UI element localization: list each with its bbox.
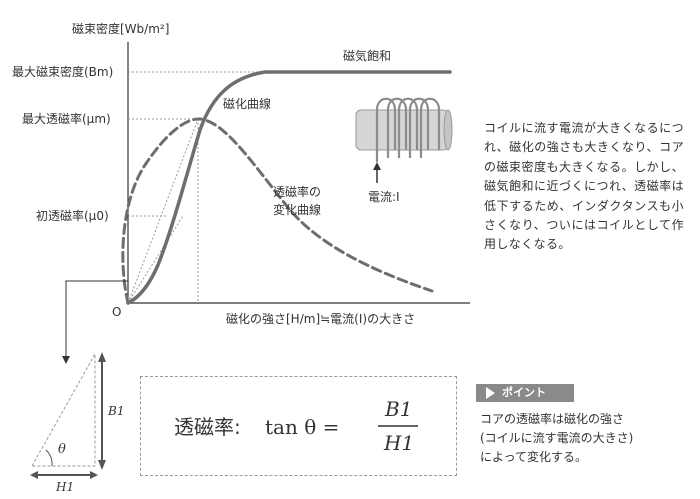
axes <box>127 42 470 304</box>
marker-mu0-label: 初透磁率(μ0) <box>36 208 109 223</box>
permeability-curve-label-1: 透磁率の <box>273 184 321 199</box>
formula-box <box>140 376 457 476</box>
current-label: 電流:I <box>368 190 400 204</box>
connector-arrow <box>62 280 128 364</box>
coil-illustration: 電流:I <box>355 97 453 204</box>
h1-label: H1 <box>55 480 74 494</box>
point-badge-label: ポイント <box>502 386 546 399</box>
description-text: コイルに流す電流が大きくなるにつれ、磁化の強さも大きくなり、コアの磁束密度も大き… <box>484 121 684 252</box>
tangent-line-2 <box>127 215 184 304</box>
point-text-line-3: によって変化する。 <box>480 450 588 464</box>
marker-bm-label: 最大磁束密度(Bm) <box>12 64 113 79</box>
magnetization-curve <box>126 70 452 305</box>
triangle-illustration: θ B1 H1 <box>30 352 124 494</box>
point-arrow-icon <box>486 387 495 399</box>
x-axis-label: 磁化の強さ[H/m]≒電流(I)の大きさ <box>226 311 415 326</box>
tangent-line-1 <box>127 118 199 304</box>
theta-label: θ <box>58 442 66 457</box>
coil-core-end <box>443 109 453 151</box>
permeability-curve-label-2: 変化曲線 <box>273 202 321 217</box>
formula-lhs: 透磁率: <box>174 415 241 439</box>
formula-denominator: H1 <box>383 431 414 455</box>
point-text: コアの透磁率は磁化の強さ (コイルに流す電流の大きさ) によって変化する。 <box>480 410 680 467</box>
magnetization-curve-label: 磁化曲線 <box>223 96 271 111</box>
formula-tan: tan θ = <box>265 415 339 439</box>
y-axis-label: 磁束密度[Wb/m²] <box>72 21 169 36</box>
coil-windings <box>375 97 441 162</box>
theta-arc <box>45 449 53 467</box>
b1-label: B1 <box>107 404 124 418</box>
point-badge: ポイント <box>476 384 574 402</box>
coil-core <box>355 109 449 151</box>
marker-mu-m-label: 最大透磁率(μm) <box>22 111 111 126</box>
formula: 透磁率: tan θ = B1 H1 <box>174 397 418 455</box>
formula-numerator: B1 <box>384 397 412 421</box>
guide-lines <box>127 71 275 304</box>
point-text-line-1: コアの透磁率は磁化の強さ <box>480 412 625 426</box>
slope-triangle <box>31 352 96 467</box>
origin-label: O <box>112 305 121 319</box>
point-text-line-2: (コイルに流す電流の大きさ) <box>480 431 634 445</box>
saturation-label: 磁気飽和 <box>343 48 391 63</box>
